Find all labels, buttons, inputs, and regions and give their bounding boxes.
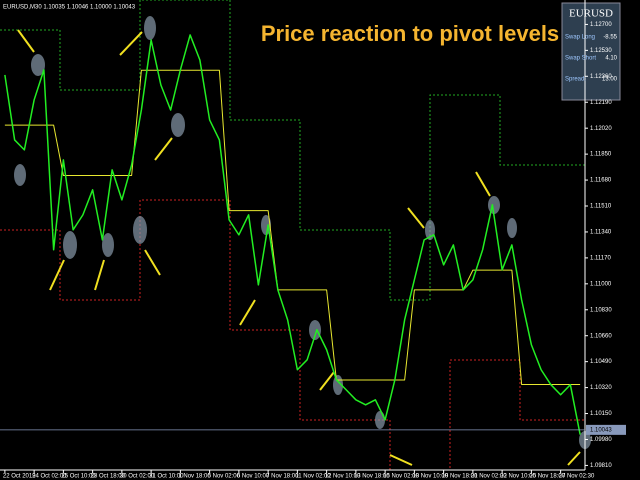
- panel-value: 4.10: [605, 56, 617, 62]
- x-tick-label: 15 Nov 02:00: [383, 474, 419, 480]
- panel-box: [561, 2, 621, 101]
- x-tick-label: 19 Nov 18:00: [442, 474, 478, 480]
- y-tick-label: 1.10660: [590, 333, 612, 339]
- x-tick-label: 25 Oct 10:00: [61, 474, 96, 480]
- y-tick-label: 1.12700: [590, 22, 612, 28]
- panel-label: Spread:: [565, 77, 586, 83]
- arrows: [17, 29, 581, 466]
- x-tick-label: 13 Nov 18:00: [354, 474, 390, 480]
- info-panel: EURUSD: [561, 2, 621, 101]
- x-tick-label: 22 Nov 10:00: [500, 474, 536, 480]
- y-tick-label: 1.09810: [590, 463, 612, 469]
- y-tick-label: 1.12190: [590, 100, 612, 106]
- y-tick-label: 1.11340: [590, 230, 612, 236]
- panel-symbol: EURUSD: [569, 8, 613, 20]
- pivot-line: [4, 69, 581, 386]
- x-tick-label: 24 Oct 02:00: [32, 474, 67, 480]
- panel-label: Swap Long: [565, 35, 595, 41]
- panel-value: 13.00: [602, 77, 618, 83]
- support-levels: [0, 199, 585, 471]
- resistance-levels: [0, 0, 585, 301]
- panel-value: -8.55: [603, 35, 617, 41]
- x-tick-label: 18 Nov 10:00: [412, 474, 448, 480]
- x-tick-label: 11 Nov 02:00: [295, 474, 331, 480]
- current-price-label: 1.10043: [590, 427, 612, 433]
- x-tick-label: 31 Oct 10:00: [149, 474, 184, 480]
- y-tick-label: 1.11000: [590, 281, 612, 287]
- y-tick-label: 1.11510: [590, 204, 612, 210]
- current-price-box: [586, 424, 626, 435]
- x-tick-label: 21 Nov 02:00: [471, 474, 507, 480]
- price-line: [4, 34, 581, 435]
- panel-label: Swap Short: [565, 56, 596, 62]
- x-tick-label: 22 Oct 2019: [3, 474, 36, 480]
- y-tick-label: 1.11850: [590, 152, 612, 158]
- symbol-label: EURUSD,M30 1.10035 1.10046 1.10000 1.100…: [3, 5, 136, 11]
- x-tick-label: 27 Nov 02:30: [559, 474, 595, 480]
- x-tick-label: 5 Nov 02:00: [208, 474, 241, 480]
- y-tick-label: 1.11170: [590, 255, 611, 261]
- y-tick-label: 1.11680: [590, 178, 612, 184]
- x-tick-label: 12 Nov 10:00: [325, 474, 361, 480]
- y-tick-label: 1.12360: [590, 74, 612, 80]
- x-tick-label: 7 Nov 18:00: [266, 474, 299, 480]
- x-tick-label: 28 Oct 18:00: [91, 474, 126, 480]
- x-tick-label: 1 Nov 18:00: [178, 474, 211, 480]
- y-tick-label: 1.09980: [590, 437, 612, 443]
- y-tick-label: 1.12530: [590, 48, 612, 54]
- y-tick-label: 1.10490: [590, 359, 612, 365]
- y-tick-label: 1.10830: [590, 307, 612, 313]
- x-tick-label: 25 Nov 18:00: [529, 474, 565, 480]
- chart-title: Price reaction to pivot levels: [261, 21, 559, 46]
- y-tick-label: 1.12020: [590, 126, 612, 132]
- x-tick-label: 30 Oct 02:00: [120, 474, 155, 480]
- y-tick-label: 1.10150: [590, 411, 612, 417]
- y-tick-label: 1.10320: [590, 385, 612, 391]
- x-tick-label: 6 Nov 10:00: [237, 474, 270, 480]
